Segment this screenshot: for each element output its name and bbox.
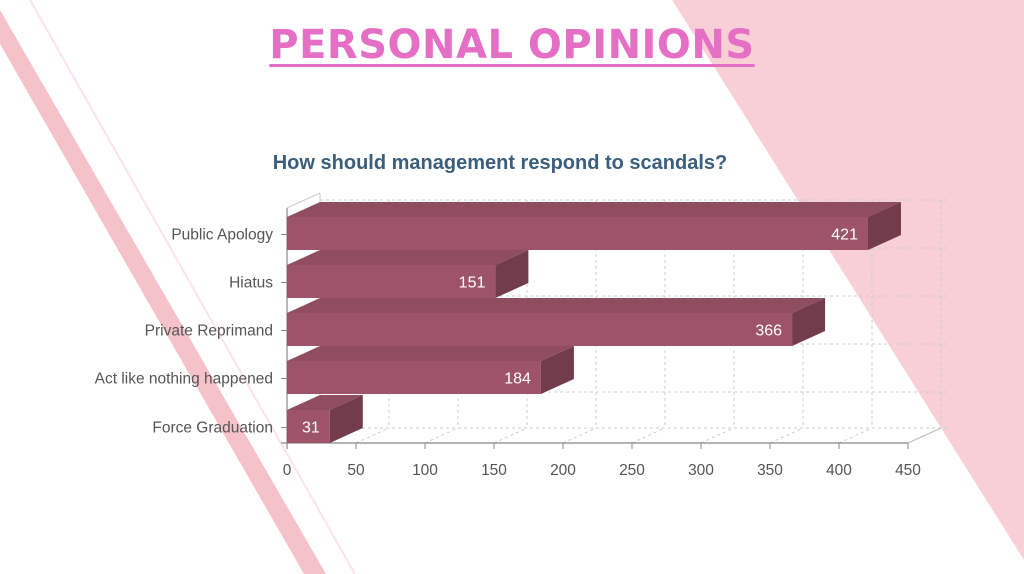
- x-tick-label: 150: [481, 462, 507, 479]
- x-tick-label: 100: [412, 462, 438, 479]
- pink-corner-shape: [672, 0, 1024, 560]
- category-label: Public Apology: [171, 227, 273, 244]
- category-label: Private Reprimand: [145, 323, 273, 340]
- bar: [287, 265, 496, 298]
- bar-side-face: [792, 298, 826, 346]
- grid-line-depth: [769, 427, 804, 444]
- bar-side-face: [329, 395, 363, 443]
- x-tick-label: 0: [283, 462, 292, 479]
- category-labels: Public Apology Hiatus Private Reprimand Act…: [95, 227, 274, 437]
- x-tick-label: 350: [757, 462, 783, 479]
- bar-value-label: 366: [755, 323, 782, 340]
- bar: [287, 410, 330, 443]
- x-tick-label: 400: [826, 462, 852, 479]
- grid-line-depth: [631, 427, 666, 444]
- grid-line-depth: [562, 427, 597, 444]
- grid-line-depth: [838, 427, 873, 444]
- chart-bars: 421 151 366 184 31: [287, 202, 901, 443]
- chart-title: How should management respond to scandal…: [273, 152, 728, 174]
- grid-line-depth: [355, 427, 390, 444]
- thin-diagonal-line: [29, 0, 356, 574]
- grid-line-depth: [493, 427, 528, 444]
- bar-top-face: [287, 298, 826, 313]
- bar-value-label: 151: [459, 275, 486, 292]
- x-tick-label: 250: [619, 462, 645, 479]
- bar: [287, 217, 868, 250]
- x-tick-label: 300: [688, 462, 714, 479]
- x-tick-label: 50: [347, 462, 365, 479]
- bar-value-label: 421: [831, 227, 858, 244]
- bar-value-label: 31: [302, 420, 320, 437]
- grid-line-depth: [700, 427, 735, 444]
- x-tick-label: 200: [550, 462, 576, 479]
- bar-top-face: [287, 250, 529, 265]
- category-label: Hiatus: [229, 275, 273, 292]
- slide-title: PERSONAL OPINIONS: [269, 22, 755, 68]
- bar-top-face: [287, 395, 363, 410]
- bar-value-label: 184: [504, 371, 531, 388]
- category-label: Act like nothing happened: [95, 371, 273, 388]
- bar-top-face: [287, 202, 901, 217]
- bar: [287, 313, 793, 346]
- side-wall-top-edge: [286, 192, 321, 209]
- x-tick-labels: 0 50 100 150 200 250 300 350 400 450: [283, 462, 922, 479]
- bar-side-face: [495, 250, 529, 298]
- x-tick-label: 450: [895, 462, 921, 479]
- floor-right-edge: [907, 427, 942, 444]
- category-label: Force Graduation: [152, 420, 273, 437]
- pink-diagonal-stripe: [0, 10, 326, 574]
- bar: [287, 361, 541, 394]
- grid-line-depth: [424, 427, 459, 444]
- bar-side-face: [867, 202, 901, 250]
- bar-top-face: [287, 346, 574, 361]
- bar-side-face: [540, 346, 574, 394]
